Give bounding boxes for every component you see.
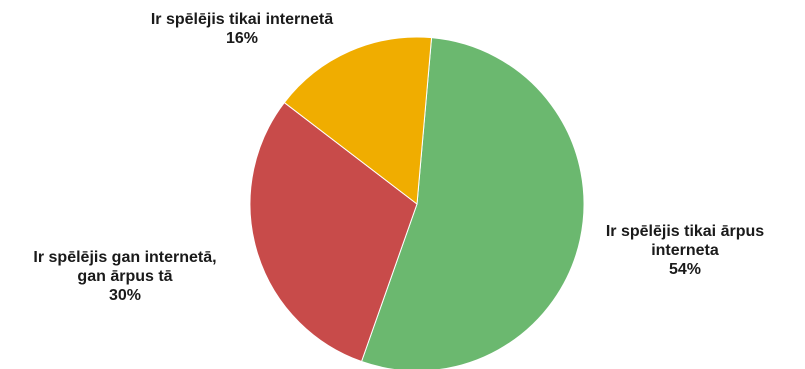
slice-label-offline-only: Ir spēlējis tikai ārpus interneta 54% [585, 222, 785, 279]
slice-label-online-only-line-1: Ir spēlējis tikai internetā [150, 11, 334, 28]
slice-label-offline-only-line-2: interneta [651, 242, 719, 259]
slice-label-online-only: Ir spēlējis tikai internetā 16% [107, 10, 377, 48]
slice-label-offline-only-line-1: Ir spēlējis tikai ārpus [605, 223, 765, 240]
slice-label-both-line-2: gan ārpus tā [77, 268, 173, 285]
pie-slice-both [249, 101, 418, 363]
slice-label-both: Ir spēlējis gan internetā, gan ārpus tā … [0, 248, 250, 305]
slice-label-both-line-1: Ir spēlējis gan internetā, [33, 249, 217, 266]
slice-value-offline-only: 54% [668, 261, 702, 278]
pie-slice-online-only [283, 36, 433, 205]
slice-value-online-only: 16% [225, 30, 259, 47]
pie-slice-offline-only [360, 37, 585, 369]
slice-value-both: 30% [108, 287, 142, 304]
